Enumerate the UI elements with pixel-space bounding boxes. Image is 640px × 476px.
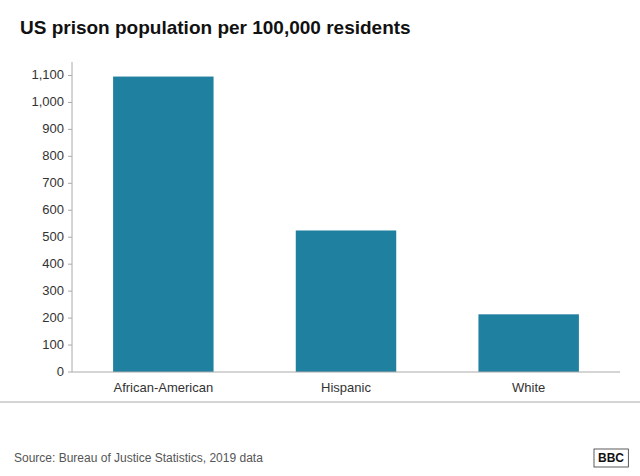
y-axis: 0 100 200 300 400 500 600 700 800 900 1,000 1,100	[31, 67, 72, 379]
y-tick-label: 500	[42, 229, 64, 244]
bar	[478, 314, 578, 372]
y-tick	[68, 372, 72, 373]
y-tick-label: 400	[42, 256, 64, 271]
y-tick-label: 0	[57, 364, 64, 379]
y-tick	[68, 318, 72, 319]
y-tick-label: 300	[42, 283, 64, 298]
y-tick	[68, 102, 72, 103]
y-tick-label: 1,000	[31, 94, 64, 109]
x-tick-label: Hispanic	[321, 380, 371, 395]
y-tick	[68, 75, 72, 76]
y-tick-label: 1,100	[31, 67, 64, 82]
y-tick-label: 200	[42, 310, 64, 325]
logo: BBC	[594, 449, 628, 467]
x-tick-label: White	[512, 380, 545, 395]
y-tick-label: 700	[42, 175, 64, 190]
bar	[113, 77, 213, 372]
y-tick	[68, 210, 72, 211]
x-axis: African-American Hispanic White	[72, 372, 620, 395]
y-tick	[68, 291, 72, 292]
source-text: Source: Bureau of Justice Statistics, 20…	[14, 451, 263, 465]
bar	[296, 230, 396, 372]
separator	[0, 402, 640, 403]
y-tick	[68, 237, 72, 238]
logo-box	[594, 449, 628, 467]
y-axis-line	[72, 62, 73, 372]
chart: US prison population per 100,000 residen…	[0, 0, 640, 476]
y-tick	[68, 129, 72, 130]
y-tick-label: 100	[42, 337, 64, 352]
bars	[113, 77, 579, 372]
x-tick-label: African-American	[113, 380, 213, 395]
y-tick	[68, 264, 72, 265]
y-tick	[68, 345, 72, 346]
x-axis-line	[72, 372, 620, 373]
y-tick-label: 900	[42, 121, 64, 136]
y-tick	[68, 183, 72, 184]
y-tick-label: 800	[42, 148, 64, 163]
logo-text: BBC	[598, 451, 624, 465]
y-tick-label: 600	[42, 202, 64, 217]
title: US prison population per 100,000 residen…	[20, 17, 411, 38]
y-tick	[68, 156, 72, 157]
